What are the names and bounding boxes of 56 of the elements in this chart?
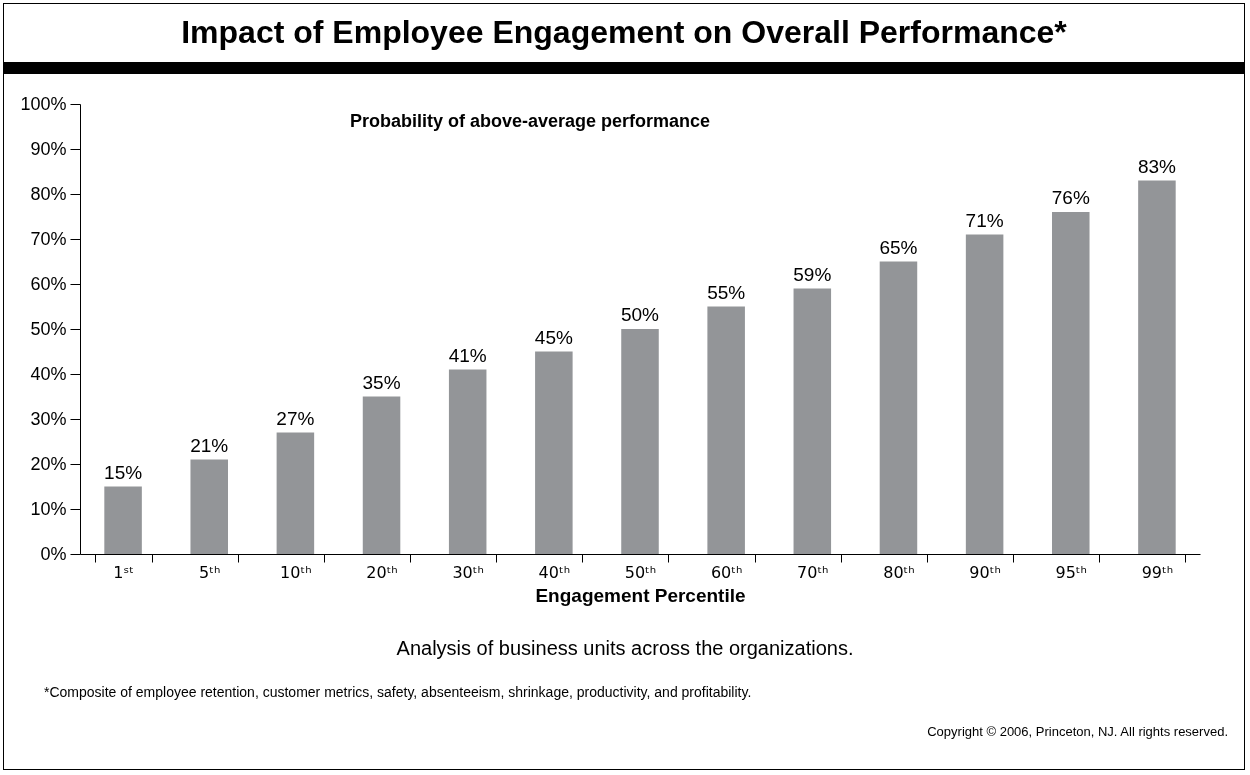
y-tick-label: 80% (30, 183, 67, 204)
y-tick-label: 70% (30, 228, 67, 249)
data-label: 71% (965, 209, 1004, 231)
x-tick-label: 5ᵗʰ (199, 562, 221, 582)
x-tick-label: 30ᵗʰ (452, 562, 484, 582)
data-label: 35% (362, 371, 401, 393)
chart-title: Impact of Employee Engagement on Overall Performance* (4, 4, 1244, 74)
x-tick-label: 10ᵗʰ (280, 562, 312, 582)
x-tick-label: 20ᵗʰ (366, 562, 398, 582)
bar (793, 288, 832, 554)
x-tick-label: 90ᵗʰ (969, 562, 1001, 582)
text: Copyright © 2006, Princeton, NJ. All rights reserved. (927, 724, 1228, 739)
bar (965, 234, 1004, 554)
bar (1138, 180, 1176, 554)
x-tick-label: 80ᵗʰ (883, 562, 915, 582)
text: *Composite of employee retention, customer metrics, safety, absenteeism, shrinkage, productivity, and profitability. (44, 684, 752, 700)
x-tick-label: 50ᵗʰ (624, 562, 657, 582)
y-tick-label: 30% (30, 408, 67, 429)
bar (104, 486, 142, 554)
x-tick-label: 70ᵗʰ (797, 562, 829, 582)
data-label: 65% (879, 236, 918, 258)
data-label: 27% (276, 407, 315, 429)
bar (448, 369, 487, 554)
x-tick-label: 60ᵗʰ (710, 562, 743, 582)
y-tick-label: 100% (20, 93, 67, 114)
y-tick-label: 10% (30, 498, 67, 519)
data-label: 41% (448, 344, 487, 366)
data-label: 50% (620, 304, 660, 325)
data-label: 55% (707, 281, 746, 303)
x-tick-label: 40ᵗʰ (538, 562, 571, 582)
bar (621, 329, 659, 554)
data-label: 45% (534, 326, 573, 348)
x-axis-title: Engagement Percentile (535, 584, 746, 606)
bar (707, 306, 745, 554)
y-tick-label: 40% (30, 363, 67, 384)
text: Analysis of business units across the organizations. (395, 637, 855, 660)
bar (535, 351, 573, 554)
y-tick-label: 50% (30, 318, 67, 339)
bar (879, 261, 918, 554)
y-tick-label: 60% (30, 273, 67, 294)
data-label: 21% (190, 434, 229, 456)
y-tick-label: 20% (30, 453, 67, 474)
data-label: 59% (793, 263, 832, 285)
bar (276, 432, 315, 554)
data-label: 83% (1137, 155, 1177, 177)
y-tick-label: 0% (40, 543, 67, 564)
x-tick-label: 1ˢᵗ (113, 562, 135, 582)
data-label: 15% (104, 461, 143, 483)
data-label: 76% (1051, 187, 1090, 208)
bar (190, 459, 228, 554)
x-tick-label: 99ᵗʰ (1141, 562, 1174, 582)
bar (362, 396, 401, 554)
y-tick-label: 90% (30, 138, 67, 159)
bar (1052, 212, 1090, 554)
x-tick-label: 95ᵗʰ (1055, 562, 1088, 582)
chart-subtitle: Probability of above-average performance (349, 111, 711, 131)
